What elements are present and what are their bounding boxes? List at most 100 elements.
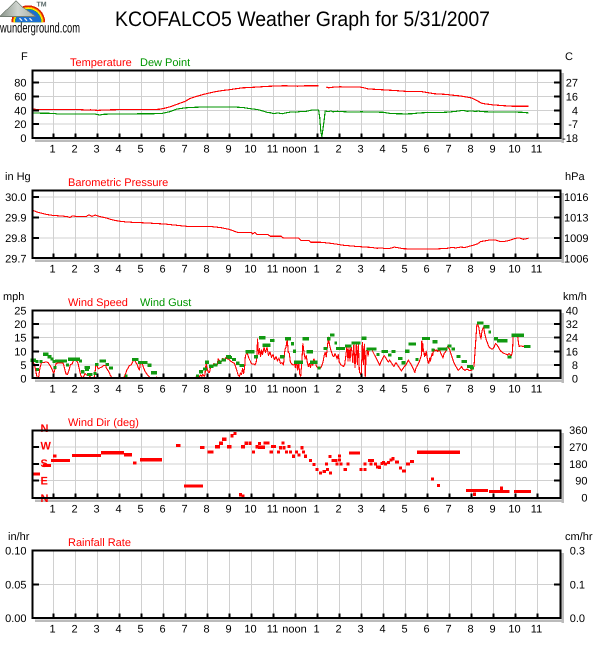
svg-text:9: 9 <box>225 144 231 156</box>
svg-text:in/hr: in/hr <box>8 531 30 543</box>
svg-text:29.8: 29.8 <box>5 233 26 245</box>
svg-text:noon: noon <box>282 504 306 516</box>
svg-text:10: 10 <box>508 624 520 636</box>
svg-text:noon: noon <box>282 264 306 276</box>
svg-text:2: 2 <box>71 384 77 396</box>
svg-text:11: 11 <box>267 504 278 516</box>
svg-text:Barometric Pressure: Barometric Pressure <box>68 177 168 189</box>
svg-text:27: 27 <box>566 78 578 90</box>
svg-text:7: 7 <box>445 264 451 276</box>
svg-text:8: 8 <box>203 384 209 396</box>
svg-text:2: 2 <box>71 264 77 276</box>
svg-text:5: 5 <box>401 624 407 636</box>
svg-text:270: 270 <box>569 442 587 454</box>
svg-text:5: 5 <box>137 384 143 396</box>
svg-text:km/h: km/h <box>563 291 587 303</box>
svg-text:8: 8 <box>467 144 473 156</box>
svg-text:F: F <box>21 51 28 63</box>
svg-text:0.00: 0.00 <box>5 613 26 625</box>
svg-text:0.0: 0.0 <box>570 613 585 625</box>
svg-text:6: 6 <box>423 144 429 156</box>
svg-text:11: 11 <box>531 264 542 276</box>
svg-text:1006: 1006 <box>564 254 588 266</box>
svg-text:8: 8 <box>203 624 209 636</box>
svg-text:5: 5 <box>401 144 407 156</box>
svg-text:5: 5 <box>137 144 143 156</box>
svg-text:Temperature: Temperature <box>70 57 132 69</box>
svg-text:9: 9 <box>489 264 495 276</box>
svg-text:7: 7 <box>445 384 451 396</box>
svg-text:8: 8 <box>467 384 473 396</box>
svg-text:10: 10 <box>508 504 520 516</box>
svg-text:2: 2 <box>335 384 341 396</box>
svg-text:5: 5 <box>401 504 407 516</box>
svg-text:1: 1 <box>49 504 55 516</box>
svg-text:10: 10 <box>244 504 256 516</box>
svg-text:4: 4 <box>115 264 121 276</box>
svg-text:4: 4 <box>379 384 385 396</box>
svg-text:8: 8 <box>203 144 209 156</box>
svg-text:1: 1 <box>49 144 55 156</box>
svg-text:10: 10 <box>244 264 256 276</box>
svg-text:Wind Dir (deg): Wind Dir (deg) <box>68 417 139 429</box>
svg-text:2: 2 <box>335 144 341 156</box>
svg-text:0: 0 <box>581 493 587 505</box>
svg-text:29.9: 29.9 <box>5 213 26 225</box>
svg-text:6: 6 <box>423 624 429 636</box>
svg-text:4: 4 <box>572 105 578 117</box>
svg-text:0.10: 0.10 <box>5 546 26 558</box>
svg-text:7: 7 <box>181 624 187 636</box>
svg-text:6: 6 <box>423 264 429 276</box>
svg-text:10: 10 <box>244 144 256 156</box>
svg-text:5: 5 <box>401 384 407 396</box>
svg-text:8: 8 <box>467 624 473 636</box>
svg-text:11: 11 <box>267 264 278 276</box>
svg-text:1013: 1013 <box>564 213 588 225</box>
svg-text:5: 5 <box>137 504 143 516</box>
svg-text:15: 15 <box>14 333 26 345</box>
svg-text:16: 16 <box>566 346 578 358</box>
svg-text:11: 11 <box>531 384 542 396</box>
svg-text:5: 5 <box>137 624 143 636</box>
svg-text:cm/hr: cm/hr <box>565 531 593 543</box>
svg-text:9: 9 <box>225 624 231 636</box>
svg-text:5: 5 <box>137 264 143 276</box>
svg-text:6: 6 <box>423 504 429 516</box>
svg-text:11: 11 <box>267 384 278 396</box>
svg-text:3: 3 <box>93 264 99 276</box>
svg-text:2: 2 <box>335 264 341 276</box>
svg-text:4: 4 <box>379 504 385 516</box>
svg-text:1: 1 <box>313 264 319 276</box>
svg-text:9: 9 <box>489 144 495 156</box>
svg-text:-18: -18 <box>562 133 578 145</box>
svg-text:2: 2 <box>335 624 341 636</box>
svg-text:30.0: 30.0 <box>5 192 26 204</box>
svg-text:in Hg: in Hg <box>5 171 31 183</box>
svg-text:7: 7 <box>445 504 451 516</box>
svg-text:10: 10 <box>244 384 256 396</box>
svg-text:10: 10 <box>508 384 520 396</box>
svg-text:KCOFALCO5 Weather Graph for 5/: KCOFALCO5 Weather Graph for 5/31/2007 <box>115 8 490 31</box>
svg-text:Wind Speed: Wind Speed <box>68 297 128 309</box>
svg-text:360: 360 <box>569 425 587 437</box>
svg-text:8: 8 <box>467 264 473 276</box>
svg-text:0.1: 0.1 <box>570 579 585 591</box>
svg-text:7: 7 <box>181 264 187 276</box>
svg-text:8: 8 <box>203 504 209 516</box>
svg-text:2: 2 <box>71 504 77 516</box>
svg-text:Wind Gust: Wind Gust <box>140 297 191 309</box>
svg-text:10: 10 <box>508 144 520 156</box>
svg-text:5: 5 <box>20 360 26 372</box>
svg-text:noon: noon <box>282 624 306 636</box>
svg-text:32: 32 <box>566 319 578 331</box>
svg-text:6: 6 <box>159 144 165 156</box>
svg-text:1: 1 <box>49 264 55 276</box>
svg-text:0: 0 <box>572 374 578 386</box>
svg-text:3: 3 <box>93 144 99 156</box>
svg-text:9: 9 <box>225 264 231 276</box>
svg-text:9: 9 <box>489 504 495 516</box>
svg-text:40: 40 <box>14 105 26 117</box>
svg-text:6: 6 <box>159 624 165 636</box>
svg-text:4: 4 <box>115 144 121 156</box>
svg-text:10: 10 <box>508 264 520 276</box>
